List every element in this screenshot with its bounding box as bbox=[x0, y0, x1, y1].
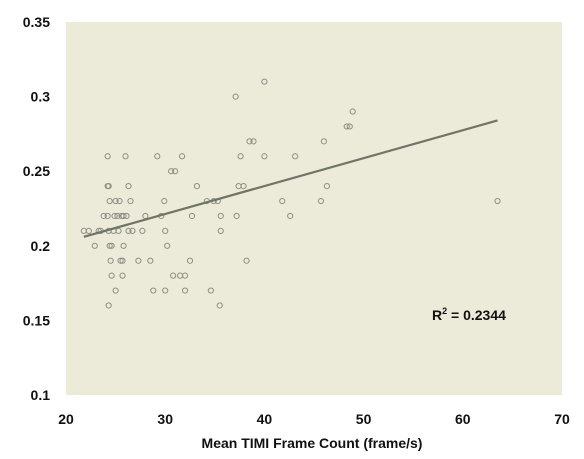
data-point bbox=[147, 257, 154, 264]
data-point bbox=[104, 212, 111, 220]
data-point bbox=[237, 153, 244, 160]
data-point bbox=[323, 183, 330, 190]
plot-area bbox=[66, 22, 562, 395]
data-point bbox=[162, 287, 169, 294]
data-point bbox=[246, 138, 253, 145]
data-point bbox=[108, 242, 115, 249]
trend-line bbox=[83, 119, 498, 238]
data-point bbox=[161, 197, 168, 205]
data-point bbox=[217, 227, 224, 234]
data-point bbox=[217, 212, 224, 220]
data-point bbox=[233, 212, 240, 220]
data-point bbox=[172, 168, 179, 175]
data-point bbox=[261, 78, 268, 85]
data-point bbox=[127, 197, 134, 205]
r-squared-value: = 0.2344 bbox=[447, 307, 506, 323]
data-point bbox=[119, 257, 126, 264]
data-point bbox=[181, 272, 189, 279]
data-point bbox=[91, 242, 98, 249]
data-point bbox=[112, 197, 119, 205]
data-point bbox=[261, 153, 268, 160]
x-tick-label: 50 bbox=[356, 411, 372, 427]
data-point bbox=[162, 227, 169, 234]
data-point bbox=[346, 123, 353, 130]
r-squared-prefix: R bbox=[432, 307, 442, 323]
data-point bbox=[104, 153, 111, 160]
data-point bbox=[494, 197, 501, 205]
x-axis-label: Mean TIMI Frame Count (frame/s) bbox=[202, 435, 423, 451]
data-point bbox=[120, 212, 127, 220]
data-point bbox=[107, 257, 114, 264]
y-tick-label: 0.35 bbox=[23, 14, 50, 30]
data-point bbox=[349, 108, 356, 115]
data-point bbox=[181, 287, 189, 294]
data-point bbox=[115, 227, 122, 234]
data-point bbox=[164, 242, 171, 249]
data-point bbox=[170, 272, 177, 279]
data-point bbox=[108, 272, 115, 279]
data-point bbox=[135, 257, 142, 264]
data-point bbox=[292, 153, 299, 160]
data-point bbox=[150, 287, 157, 294]
x-tick-label: 60 bbox=[455, 411, 471, 427]
data-point bbox=[287, 212, 294, 220]
data-point bbox=[105, 183, 112, 190]
data-point bbox=[188, 212, 196, 220]
data-point bbox=[320, 138, 328, 145]
data-point bbox=[250, 138, 257, 145]
data-point bbox=[125, 227, 132, 234]
x-tick-labels: 20 30 40 50 60 70 bbox=[58, 411, 570, 427]
y-tick-label: 0.3 bbox=[31, 89, 51, 105]
y-tick-label: 0.1 bbox=[31, 387, 51, 403]
data-point bbox=[112, 287, 119, 294]
data-point bbox=[216, 302, 223, 309]
x-tick-label: 30 bbox=[157, 411, 173, 427]
data-point bbox=[240, 183, 247, 190]
data-point bbox=[114, 212, 121, 220]
data-points bbox=[80, 78, 501, 309]
y-tick-label: 0.25 bbox=[23, 163, 50, 179]
data-point bbox=[106, 242, 113, 249]
y-tick-label: 0.2 bbox=[31, 238, 51, 254]
data-point bbox=[343, 123, 350, 130]
data-point bbox=[279, 197, 286, 205]
data-point bbox=[122, 153, 129, 160]
x-tick-label: 40 bbox=[257, 411, 273, 427]
data-point bbox=[117, 257, 124, 264]
data-point bbox=[119, 272, 126, 279]
data-point bbox=[125, 183, 132, 190]
data-point bbox=[178, 153, 186, 160]
x-tick-label: 70 bbox=[554, 411, 570, 427]
data-point bbox=[154, 153, 161, 160]
r-squared-superscript: 2 bbox=[442, 306, 447, 316]
data-point bbox=[193, 183, 201, 190]
data-point bbox=[111, 212, 118, 220]
data-point bbox=[232, 93, 239, 100]
data-point bbox=[139, 227, 146, 234]
x-tick-label: 20 bbox=[58, 411, 74, 427]
data-point bbox=[207, 287, 214, 294]
data-point bbox=[123, 212, 130, 220]
data-point bbox=[120, 242, 127, 249]
data-point bbox=[106, 197, 113, 205]
y-tick-labels: 0.1 0.15 0.2 0.25 0.3 0.35 bbox=[23, 14, 50, 403]
r-squared-annotation: R2 = 0.2344 bbox=[432, 306, 506, 323]
data-point bbox=[116, 197, 123, 205]
data-point bbox=[168, 168, 175, 175]
y-tick-label: 0.15 bbox=[23, 312, 50, 328]
data-point bbox=[129, 227, 136, 234]
data-point bbox=[243, 257, 250, 264]
data-point bbox=[100, 212, 107, 220]
data-point bbox=[186, 257, 194, 264]
data-point bbox=[317, 197, 325, 205]
data-point bbox=[85, 227, 92, 234]
data-point bbox=[105, 302, 112, 309]
